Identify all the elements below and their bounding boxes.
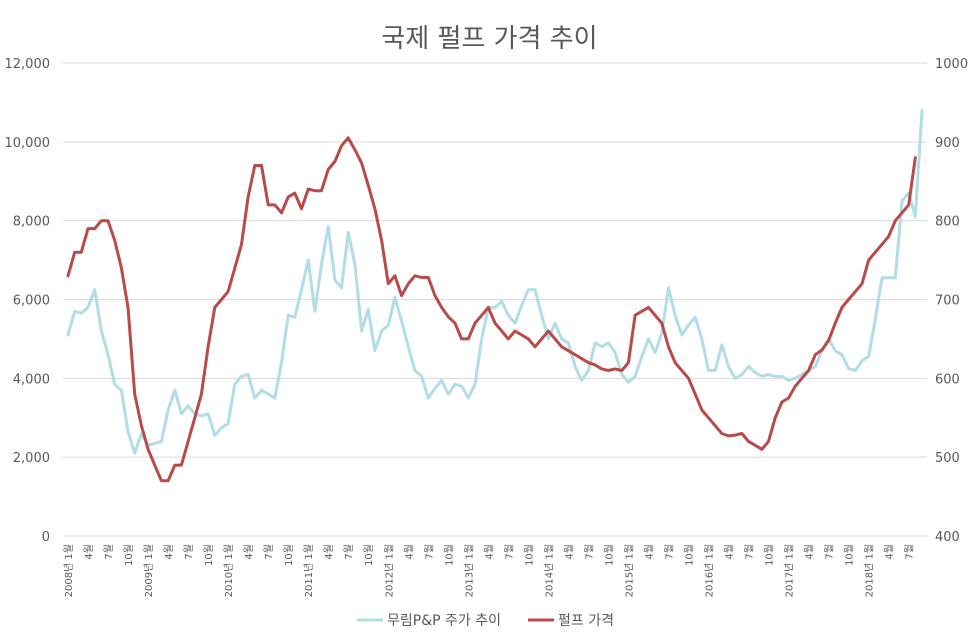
left-y-tick-label: 2,000: [13, 451, 50, 466]
left-y-axis: 0 2,000 4,000 6,000 8,000 10,000 12,000: [5, 57, 51, 545]
right-y-tick-label: 600: [935, 372, 960, 387]
x-axis: 2008년 1월 4월 7월 10월 2009년 1월 4월 7월 10월 2010년 1월 4월…: [63, 544, 916, 597]
series-line-2: [66, 136, 917, 483]
x-tick-label: 10월: [764, 544, 776, 566]
right-y-tick-label: 500: [935, 451, 960, 466]
x-tick-label: 4월: [563, 544, 575, 560]
left-y-tick-label: 10,000: [5, 136, 51, 151]
series-line-1: [66, 108, 924, 455]
x-tick-label: 7월: [183, 544, 195, 560]
x-tick-label: 10월: [603, 544, 615, 566]
x-tick-label: 7월: [904, 544, 916, 560]
series-lines: [66, 108, 924, 483]
x-tick-label: 4월: [163, 544, 175, 560]
x-tick-label: 2014년 1월: [543, 544, 555, 597]
legend: 무림P&P 주가 추이 펄프 가격: [357, 613, 614, 629]
gridlines: [63, 62, 927, 537]
x-tick-label: 4월: [323, 544, 335, 560]
x-tick-label: 2015년 1월: [623, 544, 635, 597]
x-tick-label: 10월: [283, 544, 295, 566]
x-tick-label: 7월: [824, 544, 836, 560]
x-tick-label: 2010년 1월: [223, 544, 235, 597]
x-tick-label: 10월: [683, 544, 695, 566]
x-tick-label: 7월: [343, 544, 355, 560]
right-y-tick-label: 900: [935, 136, 960, 151]
x-tick-label: 4월: [884, 544, 896, 560]
right-y-tick-label: 800: [935, 215, 960, 230]
x-tick-label: 2016년 1월: [704, 544, 716, 597]
left-y-tick-label: 8,000: [13, 215, 50, 230]
right-y-tick-label: 700: [935, 294, 960, 309]
x-tick-label: 10월: [363, 544, 375, 566]
x-tick-label: 2009년 1월: [143, 544, 155, 597]
x-tick-label: 4월: [804, 544, 816, 560]
x-tick-label: 7월: [103, 544, 115, 560]
x-tick-label: 2013년 1월: [463, 544, 475, 597]
x-tick-label: 4월: [483, 544, 495, 560]
legend-label: 펄프 가격: [558, 613, 614, 629]
left-y-tick-label: 6,000: [13, 294, 50, 309]
x-tick-label: 10월: [443, 544, 455, 566]
right-y-axis: 400 500 600 700 800 900 1000: [935, 57, 968, 545]
x-tick-label: 4월: [403, 544, 415, 560]
left-y-tick-label: 12,000: [5, 57, 51, 72]
left-y-tick-label: 4,000: [13, 372, 50, 387]
x-tick-label: 10월: [523, 544, 535, 566]
x-tick-label: 10월: [203, 544, 215, 566]
right-y-tick-label: 1000: [935, 57, 968, 72]
x-tick-label: 2018년 1월: [864, 544, 876, 597]
x-tick-label: 4월: [724, 544, 736, 560]
x-tick-label: 2011년 1월: [303, 544, 315, 597]
x-tick-label: 10월: [123, 544, 135, 566]
legend-label: 무림P&P 주가 추이: [387, 613, 501, 629]
x-tick-label: 4월: [643, 544, 655, 560]
x-tick-label: 2012년 1월: [383, 544, 395, 597]
x-tick-label: 7월: [263, 544, 275, 560]
x-tick-label: 2017년 1월: [784, 544, 796, 597]
x-tick-label: 2008년 1월: [63, 544, 75, 597]
x-tick-label: 4월: [243, 544, 255, 560]
x-tick-label: 7월: [423, 544, 435, 560]
x-tick-label: 7월: [503, 544, 515, 560]
right-y-tick-label: 400: [935, 530, 960, 545]
x-tick-label: 7월: [583, 544, 595, 560]
x-tick-label: 10월: [844, 544, 856, 566]
x-tick-label: 4월: [83, 544, 95, 560]
chart-title: 국제 펄프 가격 추이: [381, 24, 598, 54]
x-tick-label: 7월: [663, 544, 675, 560]
x-tick-label: 7월: [744, 544, 756, 560]
left-y-tick-label: 0: [42, 530, 50, 545]
